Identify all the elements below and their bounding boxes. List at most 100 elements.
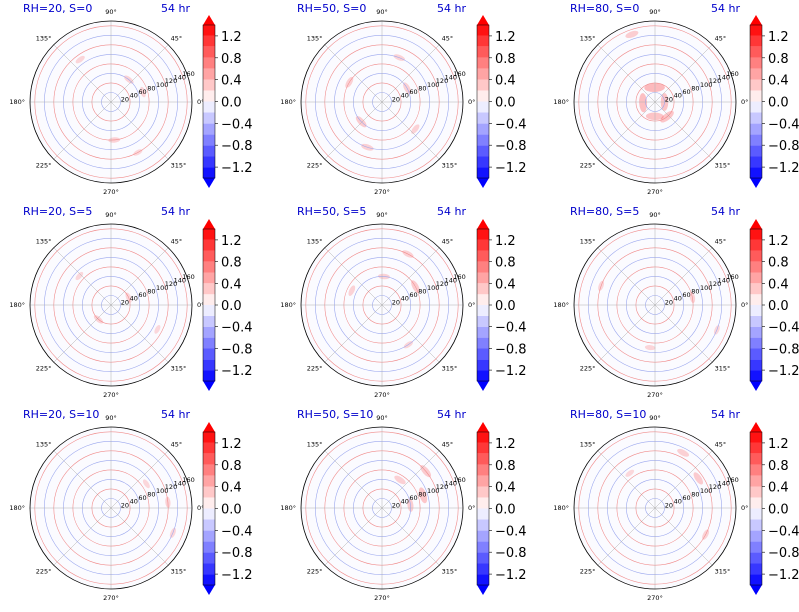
- colorbar-level: [750, 508, 762, 520]
- colorbar-tick-label: −0.4: [495, 524, 527, 539]
- radial-tick-label: 40: [130, 295, 138, 303]
- field-blob: [418, 487, 428, 504]
- colorbar-level: [203, 250, 215, 262]
- colorbar-tick-label: −1.2: [495, 364, 527, 379]
- colorbar-level: [750, 123, 762, 135]
- radial-tick-label: 20: [665, 298, 673, 306]
- colorbar-level: [203, 574, 215, 585]
- colorbar-level: [477, 541, 489, 553]
- panel-title: RH=80, S=0: [570, 2, 639, 15]
- radial-tick-label: 160: [726, 70, 738, 78]
- time-label: 54 hr: [161, 205, 190, 218]
- colorbar-level: [477, 134, 489, 146]
- field-blob: [348, 285, 356, 296]
- angle-label: 0°: [197, 504, 204, 512]
- radial-tick-label: 80: [691, 287, 699, 295]
- angle-label: 225°: [307, 162, 323, 170]
- radial-tick-label: 100: [700, 487, 712, 495]
- field-blob: [625, 30, 639, 38]
- colorbar-tick-label: −0.4: [221, 321, 253, 336]
- angle-label: 45°: [442, 237, 454, 245]
- colorbar-level: [477, 574, 489, 585]
- polar-frame: [29, 223, 193, 387]
- field-blob: [644, 83, 665, 93]
- angle-label: 180°: [9, 504, 25, 512]
- colorbar-tick-label: 0.8: [495, 52, 516, 67]
- angle-spoke: [654, 507, 713, 566]
- colorbar-tick-label: 0.4: [495, 481, 516, 496]
- colorbar-level: [750, 239, 762, 251]
- panel-title: RH=50, S=0: [297, 2, 366, 15]
- radial-tick-label: 120: [709, 77, 721, 85]
- colorbar-level: [477, 145, 489, 157]
- angle-spoke: [381, 304, 440, 363]
- angle-spoke: [381, 450, 440, 509]
- colorbar-level: [750, 35, 762, 47]
- angle-spoke: [597, 450, 656, 509]
- colorbar-tick-label: −0.8: [495, 546, 527, 561]
- colorbar-level: [750, 464, 762, 476]
- colorbar-level: [203, 348, 215, 360]
- colorbar-level: [477, 261, 489, 273]
- polar-frame: [29, 20, 193, 184]
- angle-label: 225°: [580, 365, 596, 373]
- colorbar-level: [477, 283, 489, 295]
- field-blob: [693, 472, 704, 485]
- colorbar-tick-label: 0.4: [768, 74, 789, 89]
- colorbar: 1.2 0.8 0.4 0.0 −0.4 −0.8 −1.2: [476, 422, 527, 595]
- angle-label: 315°: [171, 568, 187, 576]
- colorbar-level: [203, 326, 215, 338]
- angle-label: 135°: [307, 440, 323, 448]
- colorbar-level: [750, 145, 762, 157]
- radial-tick-label: 120: [436, 280, 448, 288]
- radial-tick-label: 160: [182, 476, 194, 484]
- field-blob: [154, 325, 161, 334]
- colorbar-level: [477, 294, 489, 305]
- colorbar-level: [203, 229, 215, 240]
- panel-title: RH=80, S=10: [570, 408, 646, 421]
- colorbar-level: [203, 57, 215, 69]
- angle-label: 45°: [715, 237, 727, 245]
- colorbar: 1.2 0.8 0.4 0.0 −0.4 −0.8 −1.2: [749, 422, 799, 595]
- radial-tick-label: 120: [165, 77, 177, 85]
- angle-label: 180°: [280, 301, 296, 309]
- time-label: 54 hr: [437, 2, 466, 15]
- radial-tick-label: 80: [418, 287, 426, 295]
- field-blob: [625, 469, 635, 477]
- colorbar-level: [203, 283, 215, 295]
- angle-spoke: [654, 450, 713, 509]
- angle-spoke: [654, 247, 713, 306]
- angle-label: 0°: [741, 98, 748, 106]
- angle-spoke: [53, 507, 112, 566]
- radial-tick-label: 140: [174, 277, 186, 285]
- colorbar-level: [203, 552, 215, 564]
- colorbar-tick-label: −1.2: [768, 568, 799, 583]
- angle-label: 225°: [580, 162, 596, 170]
- colorbar-tick-label: 0.0: [221, 299, 242, 314]
- angle-label: 225°: [36, 365, 52, 373]
- colorbar-level: [477, 432, 489, 443]
- colorbar-tick-label: 1.2: [221, 234, 242, 249]
- angle-label: 270°: [103, 391, 119, 399]
- radial-tick-label: 60: [682, 291, 690, 299]
- colorbar-level: [477, 90, 489, 102]
- colorbar-extend-bottom: [750, 381, 762, 391]
- angle-label: 90°: [376, 8, 388, 16]
- angle-label: 315°: [442, 568, 458, 576]
- colorbar-level: [477, 123, 489, 135]
- radial-tick-label: 160: [453, 476, 465, 484]
- colorbar-level: [750, 112, 762, 124]
- field-blob: [411, 124, 420, 134]
- time-label: 54 hr: [161, 2, 190, 15]
- colorbar-tick-label: 0.0: [221, 503, 242, 518]
- radial-tick-label: 100: [700, 284, 712, 292]
- angle-label: 90°: [376, 211, 388, 219]
- colorbar-tick-label: 0.4: [221, 481, 242, 496]
- colorbar-tick-label: 1.2: [221, 437, 242, 452]
- colorbar-level: [750, 101, 762, 113]
- colorbar-tick-label: 0.0: [768, 96, 789, 111]
- radial-tick-label: 120: [165, 280, 177, 288]
- colorbar-level: [203, 442, 215, 454]
- colorbar-tick-label: −1.2: [495, 161, 527, 176]
- angle-label: 135°: [36, 34, 52, 42]
